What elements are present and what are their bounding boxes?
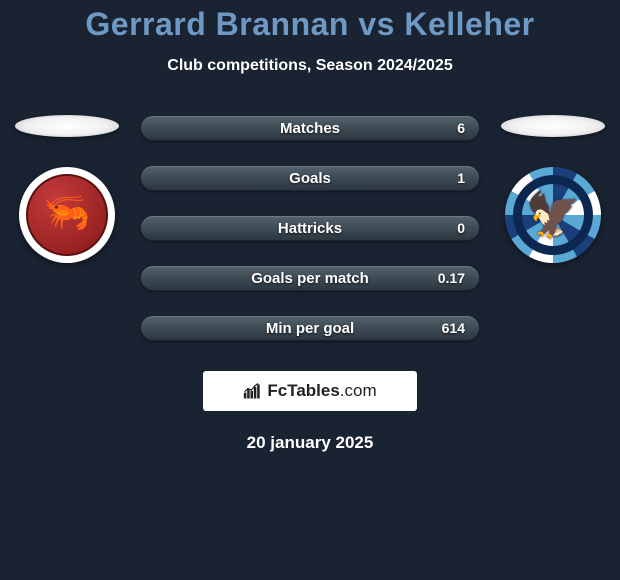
right-column: 🦅 <box>498 115 608 263</box>
stat-value: 6 <box>457 120 465 136</box>
stat-label: Min per goal <box>266 320 354 337</box>
left-column: 🦐 <box>12 115 122 263</box>
right-player-oval <box>501 115 605 137</box>
date-text: 20 january 2025 <box>0 433 620 453</box>
stat-value: 1 <box>457 170 465 186</box>
bars-icon <box>243 382 263 400</box>
shrimp-icon: 🦐 <box>43 191 90 235</box>
stat-row-goals-per-match: Goals per match 0.17 <box>140 265 480 291</box>
left-team-badge: 🦐 <box>19 167 115 263</box>
stat-value: 0 <box>457 220 465 236</box>
stat-row-matches: Matches 6 <box>140 115 480 141</box>
stat-label: Matches <box>280 120 340 137</box>
brand-name: FcTables <box>267 381 339 400</box>
left-player-oval <box>15 115 119 137</box>
brand-suffix: .com <box>340 381 377 400</box>
stat-row-hattricks: Hattricks 0 <box>140 215 480 241</box>
right-team-badge: 🦅 <box>505 167 601 263</box>
comparison-card: Gerrard Brannan vs Kelleher Club competi… <box>0 0 620 453</box>
stat-label: Goals per match <box>251 270 369 287</box>
subtitle: Club competitions, Season 2024/2025 <box>0 57 620 75</box>
stat-label: Hattricks <box>278 220 342 237</box>
stat-label: Goals <box>289 170 331 187</box>
stat-value: 614 <box>442 320 465 336</box>
eagle-icon: 🦅 <box>526 189 581 241</box>
main-row: 🦐 Matches 6 Goals 1 Hattricks 0 Goals pe… <box>0 115 620 341</box>
brand-badge: FcTables.com <box>203 371 417 411</box>
page-title: Gerrard Brannan vs Kelleher <box>0 6 620 43</box>
stat-value: 0.17 <box>438 270 465 286</box>
stat-row-goals: Goals 1 <box>140 165 480 191</box>
brand-text: FcTables.com <box>267 381 376 401</box>
stat-row-min-per-goal: Min per goal 614 <box>140 315 480 341</box>
stats-list: Matches 6 Goals 1 Hattricks 0 Goals per … <box>140 115 480 341</box>
